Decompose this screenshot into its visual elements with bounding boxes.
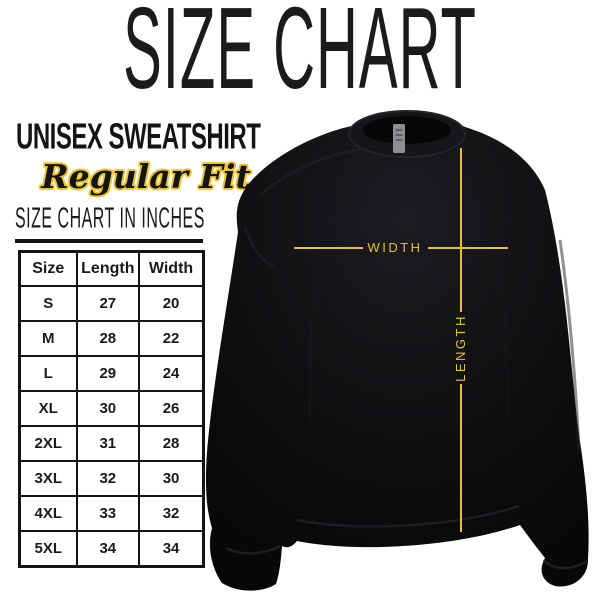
collar-seam — [348, 110, 466, 158]
page-title: SIZE CHART — [123, 0, 477, 114]
collar-tag-print — [395, 134, 403, 136]
table-row: M 28 22 — [18, 320, 205, 357]
table-cell: M — [18, 320, 78, 357]
table-cell: L — [18, 355, 78, 392]
collar-tag-print — [395, 139, 403, 141]
table-cell: 29 — [75, 355, 141, 392]
table-cell: 3XL — [18, 460, 78, 497]
length-label: LENGTH — [453, 314, 468, 382]
table-cell: 33 — [75, 495, 141, 532]
left-armhole-seam — [243, 227, 275, 268]
table-row: 4XL 33 32 — [18, 495, 205, 532]
size-table-heading: SIZE CHART IN INCHES — [15, 204, 205, 235]
table-row: 3XL 32 30 — [18, 460, 205, 497]
table-cell: 32 — [138, 495, 205, 532]
size-table: Size Length Width S 27 20 M 28 22 L 29 24 XL 30 26 2XL… — [18, 250, 205, 568]
right-body-seam — [491, 177, 509, 419]
right-sleeve-highlight — [558, 239, 581, 451]
table-cell: 30 — [75, 390, 141, 427]
width-line-right — [428, 247, 508, 249]
table-cell: XL — [18, 390, 78, 427]
table-row: 5XL 34 34 — [18, 530, 205, 568]
table-cell: 34 — [75, 530, 141, 568]
table-row: S 27 20 — [18, 285, 205, 322]
table-cell: 32 — [75, 460, 141, 497]
table-row: 2XL 31 28 — [18, 425, 205, 462]
left-cuff-seam — [225, 544, 281, 555]
size-table-body: S 27 20 M 28 22 L 29 24 XL 30 26 2XL 31 28 3XL 32 30 4XL 33… — [18, 285, 205, 568]
table-row: L 29 24 — [18, 355, 205, 392]
left-shoulder-highlight — [259, 146, 369, 197]
table-header-cell: Length — [75, 250, 141, 287]
table-cell: S — [18, 285, 78, 322]
table-cell: 2XL — [18, 425, 78, 462]
table-cell: 28 — [75, 320, 141, 357]
length-line-top — [460, 148, 462, 312]
table-cell: 24 — [138, 355, 205, 392]
sweatshirt-image — [200, 100, 600, 600]
size-table-header-row: Size Length Width — [18, 250, 205, 287]
heading-underline — [15, 239, 203, 243]
collar-tag — [393, 124, 405, 153]
collar-opening — [363, 116, 451, 144]
table-header-cell: Width — [138, 250, 205, 287]
table-cell: 20 — [138, 285, 205, 322]
table-cell: 30 — [138, 460, 205, 497]
right-cuff-seam — [543, 559, 588, 570]
table-cell: 28 — [138, 425, 205, 462]
table-cell: 27 — [75, 285, 141, 322]
sweatshirt-graphic — [205, 110, 589, 591]
table-row: XL 30 26 — [18, 390, 205, 427]
table-cell: 26 — [138, 390, 205, 427]
table-header-cell: Size — [18, 250, 78, 287]
table-cell: 5XL — [18, 530, 78, 568]
product-fit: Regular Fit — [41, 157, 251, 196]
left-body-seam — [308, 169, 329, 421]
width-label: WIDTH — [367, 240, 423, 255]
width-line-left — [294, 247, 363, 249]
sweatshirt-body — [205, 116, 589, 591]
table-cell: 31 — [75, 425, 141, 462]
collar-tag-print — [395, 129, 403, 131]
table-cell: 4XL — [18, 495, 78, 532]
waistband-seam — [296, 504, 520, 528]
table-cell: 22 — [138, 320, 205, 357]
table-cell: 34 — [138, 530, 205, 568]
product-name: UNISEX SWEATSHIRT — [16, 117, 261, 158]
length-line-bottom — [460, 384, 462, 532]
